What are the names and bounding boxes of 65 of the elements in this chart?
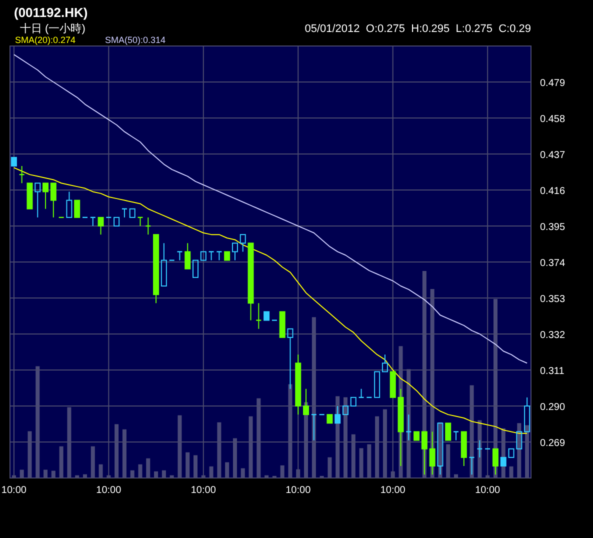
x-tick-label: 10:00 <box>1 485 27 496</box>
candlestick <box>240 234 246 252</box>
y-tick-label: 0.479 <box>540 78 566 89</box>
candlestick <box>160 242 167 286</box>
candlestick <box>492 448 498 476</box>
chart-title: (001192.HK) <box>14 5 88 20</box>
candlestick <box>50 182 56 218</box>
candlestick <box>26 182 33 210</box>
candlestick <box>382 354 388 372</box>
x-tick-label: 10:00 <box>286 485 312 496</box>
candlestick <box>216 251 222 261</box>
candlestick <box>445 422 452 441</box>
candlestick <box>279 311 286 338</box>
chart-subtitle: 十日 (一小時) <box>20 22 86 35</box>
x-tick-label: 10:00 <box>96 485 122 496</box>
candlestick <box>129 208 136 218</box>
candlestick <box>176 251 183 261</box>
text: 05/01/2012 O:0.275 H:0.295 L:0.275 C:0.29 <box>304 23 531 35</box>
y-tick-label: 0.437 <box>540 150 566 161</box>
candlestick <box>224 251 230 261</box>
candlestick <box>184 242 191 270</box>
candlestick <box>452 431 460 441</box>
candlestick <box>232 242 238 261</box>
candlestick <box>98 216 104 236</box>
candlestick <box>374 371 380 398</box>
text: SMA(50):0.314 <box>105 35 166 45</box>
x-tick-label: 10:00 <box>475 485 501 496</box>
y-tick-label: 0.311 <box>540 366 565 377</box>
y-tick-label: 0.374 <box>540 258 566 269</box>
candlestick <box>429 431 436 476</box>
y-tick-label: 0.395 <box>540 222 566 233</box>
candlestick <box>406 414 412 441</box>
candlestick <box>42 182 49 210</box>
x-tick-label: 10:00 <box>380 485 406 496</box>
line-series <box>13 54 528 364</box>
y-tick-label: 0.458 <box>540 114 566 125</box>
y-tick-label: 0.353 <box>540 294 566 305</box>
candlestick <box>192 260 199 278</box>
candlestick <box>248 242 254 321</box>
x-tick-label: 10:00 <box>190 485 216 496</box>
y-tick-label: 0.290 <box>540 402 566 413</box>
candlestick <box>334 406 341 424</box>
y-tick-label: 0.416 <box>540 186 566 197</box>
candlestick <box>326 414 333 424</box>
y-tick-label: 0.269 <box>540 438 566 449</box>
candlestick <box>342 406 348 416</box>
candlestick <box>10 156 17 166</box>
y-tick-label: 0.332 <box>540 330 566 341</box>
candlestick <box>208 251 214 261</box>
candlestick <box>295 354 302 416</box>
candlestick <box>34 182 41 218</box>
candlestick <box>350 396 356 406</box>
candlestick <box>200 251 206 261</box>
candlestick <box>264 311 270 321</box>
candlestick <box>74 200 80 218</box>
candlestick <box>66 191 72 218</box>
candlestick <box>256 302 262 330</box>
candlestick <box>500 456 506 466</box>
candlestick <box>460 431 467 466</box>
text: SMA(20):0.274 <box>15 35 76 45</box>
candlestick <box>153 234 160 304</box>
candlestick <box>114 216 120 226</box>
candlestick <box>414 431 420 441</box>
candlestick <box>390 371 396 398</box>
candlestick <box>421 431 428 476</box>
